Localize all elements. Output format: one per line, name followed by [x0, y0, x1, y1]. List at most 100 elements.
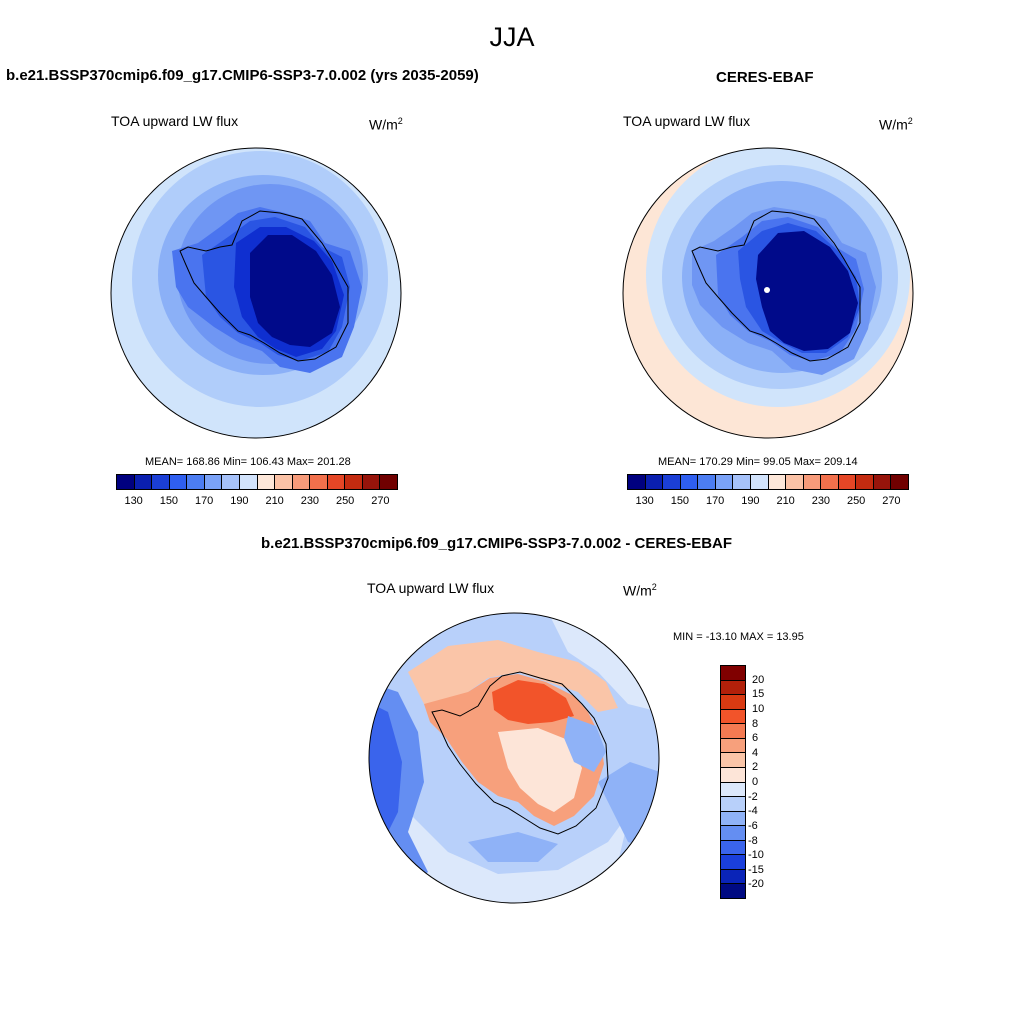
- diff-southern-pale: [398, 812, 630, 903]
- diff-continent-strong: [492, 680, 574, 724]
- colorbar-swatch: [750, 475, 769, 489]
- colorbar-tick-label: -10: [748, 849, 764, 862]
- colorbar-swatch: [152, 475, 170, 489]
- colorbar-tick-label: 10: [752, 702, 765, 715]
- diff-panel-title: b.e21.BSSP370cmip6.f09_g17.CMIP6-SSP3-7.…: [261, 535, 733, 552]
- panel-2-stats: MEAN= 170.29 Min= 99.05 Max= 209.14: [658, 456, 858, 468]
- colorbar-swatch: [222, 475, 240, 489]
- colorbar-swatch: [645, 475, 664, 489]
- panel-1-stats: MEAN= 168.86 Min= 106.43 Max= 201.28: [145, 456, 351, 468]
- colorbar-swatch: [117, 475, 135, 489]
- colorbar-swatch: [721, 840, 745, 856]
- colorbar-tick-label: 150: [670, 495, 690, 507]
- continent-core: [756, 231, 858, 351]
- colorbar-swatch: [134, 475, 153, 489]
- panel-1-variable-label: TOA upward LW flux: [111, 113, 239, 129]
- colorbar-tick-label: 190: [741, 495, 760, 507]
- diff-panel-polar-map: [368, 612, 660, 904]
- colorbar-swatch: [803, 475, 822, 489]
- colorbar-swatch: [715, 475, 734, 489]
- colorbar-tick-label: 170: [194, 495, 214, 507]
- colorbar-swatch: [821, 475, 839, 489]
- colorbar-swatch: [721, 753, 745, 768]
- colorbar-swatch: [310, 475, 328, 489]
- colorbar-swatch: [873, 475, 892, 489]
- colorbar-tick-label: 210: [265, 495, 284, 507]
- colorbar-swatch: [733, 475, 751, 489]
- colorbar-swatch: [891, 475, 908, 489]
- colorbar-swatch: [721, 738, 745, 754]
- diff-north-warm: [408, 640, 618, 712]
- panel-2-unit-label: W/m2: [879, 116, 913, 133]
- colorbar-tick-label: 0: [752, 776, 759, 788]
- colorbar-tick-label: 170: [705, 495, 725, 507]
- colorbar-tick-label: -4: [748, 805, 758, 818]
- colorbar-swatch: [169, 475, 188, 489]
- colorbar-swatch: [721, 666, 745, 681]
- antarctica-coastline: [691, 210, 861, 362]
- colorbar-tick-label: 15: [752, 688, 765, 701]
- colorbar-swatch: [187, 475, 205, 489]
- diff-panel-variable-label: TOA upward LW flux: [367, 580, 495, 596]
- colorbar-tick-label: 250: [846, 495, 866, 507]
- colorbar-swatch: [721, 724, 745, 739]
- colorbar-swatch: [380, 475, 397, 489]
- colorbar-swatch: [721, 826, 745, 841]
- colorbar-swatch: [721, 869, 745, 885]
- panel-1-polar-map: [110, 147, 402, 439]
- diff-panel-stats: MIN = -13.10 MAX = 13.95: [673, 631, 804, 643]
- panel-2-colorbar-ticks: 130 150 170 190 210 230 250 270: [627, 495, 909, 509]
- colorbar-swatch: [838, 475, 857, 489]
- colorbar-tick-label: 8: [752, 717, 759, 730]
- antarctica-coastline: [179, 210, 349, 362]
- colorbar-swatch: [786, 475, 804, 489]
- colorbar-swatch: [721, 782, 745, 798]
- diff-panel-colorbar-ticks: 20 15 10 8 6 4 2 0 -2 -4 -6 -8 -10 -15 -20: [748, 665, 782, 899]
- panel-1-colorbar: [116, 474, 398, 490]
- colorbar-swatch: [345, 475, 363, 489]
- colorbar-swatch: [680, 475, 699, 489]
- colorbar-tick-label: 230: [300, 495, 320, 507]
- colorbar-tick-label: -6: [748, 819, 758, 832]
- missing-data-spot: [764, 287, 770, 293]
- panel-1-unit-label: W/m2: [369, 116, 403, 133]
- colorbar-swatch: [721, 767, 745, 783]
- panel-1-title: b.e21.BSSP370cmip6.f09_g17.CMIP6-SSP3-7.…: [6, 67, 479, 84]
- colorbar-tick-label: 20: [752, 673, 765, 686]
- colorbar-swatch: [628, 475, 646, 489]
- colorbar-swatch: [768, 475, 787, 489]
- antarctica-coastline: [431, 671, 609, 835]
- diff-south-blue: [468, 832, 558, 862]
- colorbar-tick-label: 270: [371, 495, 390, 507]
- colorbar-tick-label: -20: [748, 878, 764, 891]
- colorbar-swatch: [721, 709, 745, 725]
- panel-2-polar-map: [622, 147, 914, 439]
- panel-1-colorbar-ticks: 130 150 170 190 210 230 250 270: [116, 495, 398, 509]
- colorbar-swatch: [257, 475, 276, 489]
- colorbar-swatch: [721, 884, 745, 898]
- continent-core: [250, 235, 340, 347]
- colorbar-tick-label: 190: [230, 495, 249, 507]
- panel-2-title: CERES-EBAF: [716, 69, 814, 86]
- colorbar-swatch: [721, 695, 745, 710]
- colorbar-swatch: [292, 475, 311, 489]
- panel-2-colorbar: [627, 474, 909, 490]
- diff-continent-pale: [498, 728, 582, 812]
- diff-panel-unit-label: W/m2: [623, 582, 657, 599]
- colorbar-swatch: [721, 811, 745, 827]
- colorbar-swatch: [721, 855, 745, 870]
- colorbar-tick-label: 230: [811, 495, 831, 507]
- colorbar-tick-label: 150: [159, 495, 179, 507]
- colorbar-tick-label: 6: [752, 732, 759, 745]
- colorbar-tick-label: -15: [748, 863, 764, 876]
- colorbar-swatch: [239, 475, 258, 489]
- colorbar-swatch: [856, 475, 874, 489]
- colorbar-swatch: [327, 475, 346, 489]
- colorbar-tick-label: 2: [752, 761, 759, 774]
- panel-2-variable-label: TOA upward LW flux: [623, 113, 751, 129]
- colorbar-tick-label: 250: [335, 495, 355, 507]
- colorbar-swatch: [362, 475, 381, 489]
- colorbar-tick-label: 4: [752, 746, 759, 759]
- page-title: JJA: [489, 22, 535, 52]
- colorbar-swatch: [721, 797, 745, 812]
